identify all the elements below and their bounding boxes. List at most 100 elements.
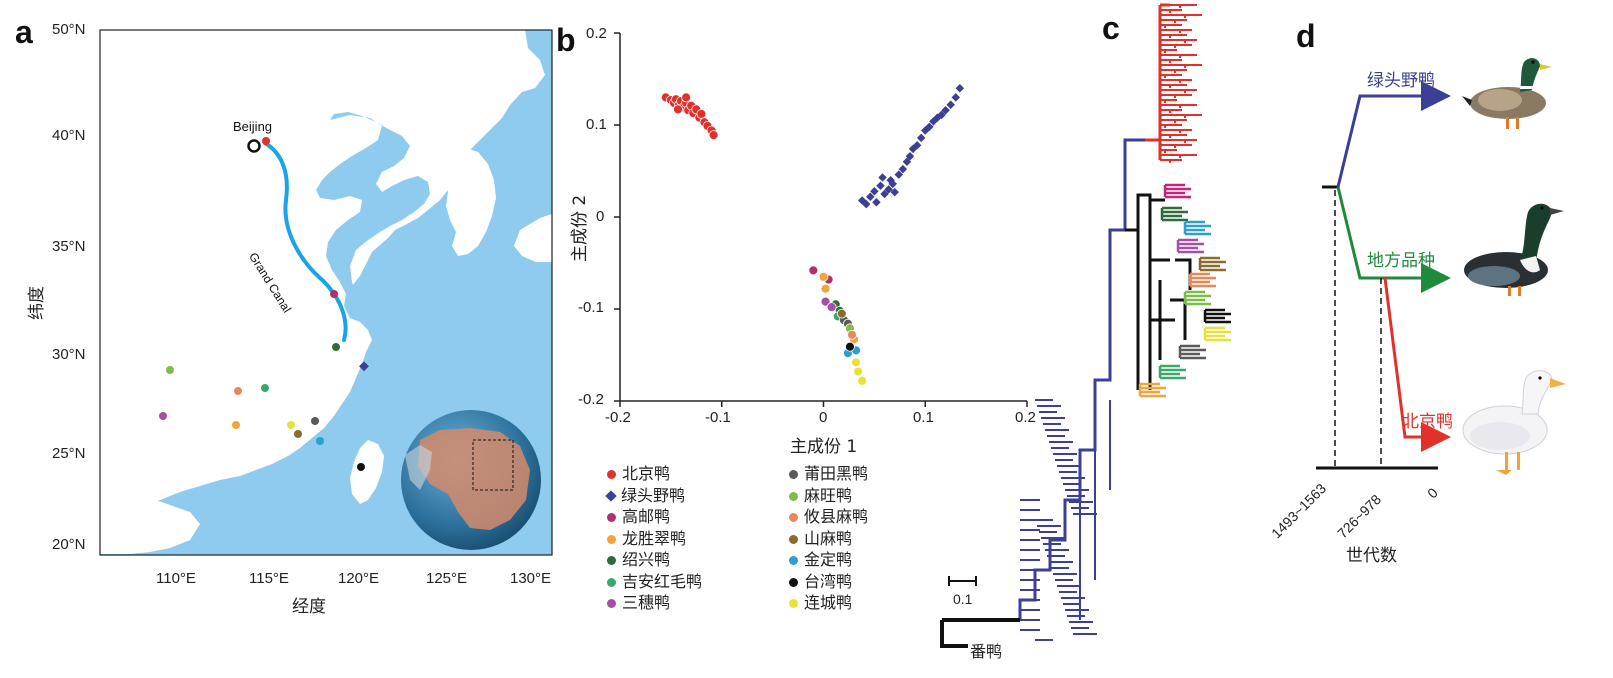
pca-point bbox=[660, 92, 671, 103]
location-dot-youxian bbox=[234, 387, 242, 395]
pca-point bbox=[921, 126, 930, 135]
pca-xlabel: 主成份 1 bbox=[790, 437, 858, 457]
pca-point bbox=[826, 302, 837, 313]
peking-duck-image bbox=[1462, 370, 1566, 475]
pca-point bbox=[941, 106, 950, 115]
panel-label-b: b bbox=[556, 22, 576, 58]
mallard-lineage bbox=[1336, 81, 1451, 188]
tree-branch bbox=[1160, 59, 1182, 63]
location-dot-shanma bbox=[294, 430, 302, 438]
tree-branch bbox=[1160, 144, 1192, 148]
tree-branch bbox=[1160, 139, 1197, 143]
globe-land-west bbox=[405, 445, 432, 490]
tree-branch bbox=[1160, 84, 1187, 88]
pca-point bbox=[925, 122, 934, 132]
tree-branch bbox=[1160, 74, 1182, 78]
legend-swatch bbox=[789, 599, 798, 608]
pca-point bbox=[686, 100, 697, 111]
pca-point bbox=[902, 157, 912, 167]
pca-point bbox=[933, 113, 942, 122]
pca-point bbox=[890, 187, 899, 197]
tree-branch bbox=[1160, 44, 1192, 48]
legend-swatch bbox=[789, 577, 798, 587]
legend-swatch bbox=[789, 513, 798, 522]
lat-tick: 40°N bbox=[52, 127, 86, 144]
local-breed-label: 地方品种 bbox=[1367, 251, 1435, 271]
tree-branch bbox=[1160, 119, 1187, 123]
pca-point bbox=[861, 199, 871, 209]
location-dot-longsheng bbox=[232, 421, 240, 429]
pca-point bbox=[696, 109, 707, 119]
legend-item: 三穗鸭 bbox=[607, 589, 670, 613]
pca-point bbox=[857, 375, 868, 386]
tree-branch bbox=[1160, 34, 1187, 38]
pca-point bbox=[898, 164, 908, 174]
legend-swatch bbox=[607, 556, 616, 565]
legend-label: 绿头野鸭 bbox=[621, 485, 686, 505]
tree-branch bbox=[1160, 149, 1177, 153]
legend-label: 莆田黑鸭 bbox=[804, 464, 869, 483]
pca-point bbox=[694, 112, 705, 123]
time-tick-label: 1493~1563 bbox=[1268, 480, 1330, 542]
pca-point bbox=[836, 308, 847, 319]
legend-swatch bbox=[607, 513, 616, 522]
legend-item: 金定鸭 bbox=[789, 546, 852, 570]
pca-point bbox=[681, 98, 692, 108]
tree-branch bbox=[1160, 39, 1197, 43]
globe-land bbox=[418, 428, 530, 530]
pca-point bbox=[951, 93, 961, 102]
mallard-label: 绿头野鸭 bbox=[1367, 71, 1435, 91]
tree-branch bbox=[1160, 159, 1182, 163]
outgroup-label: 番鸭 bbox=[970, 642, 1003, 661]
pca-point bbox=[674, 99, 684, 110]
tree-branch bbox=[1160, 79, 1192, 83]
legend-item: 莆田黑鸭 bbox=[789, 460, 868, 484]
location-dot-mawang bbox=[166, 366, 174, 374]
japan-island bbox=[514, 214, 552, 262]
pca-point bbox=[669, 98, 679, 108]
pca-point bbox=[851, 357, 861, 368]
pca-point bbox=[706, 125, 717, 136]
pca-point bbox=[878, 173, 887, 182]
tree-branch bbox=[1160, 29, 1192, 33]
legend-label: 龙胜翠鸭 bbox=[622, 528, 687, 548]
pca-point bbox=[876, 181, 885, 190]
legend-item: 绍兴鸭 bbox=[607, 546, 670, 570]
map-figure bbox=[99, 29, 553, 556]
pca-point bbox=[851, 345, 861, 356]
taiwan-island bbox=[350, 440, 384, 504]
location-dot-jinding bbox=[316, 437, 324, 445]
bohai-sea bbox=[316, 112, 430, 322]
tree-branch bbox=[1160, 124, 1182, 128]
pca-point bbox=[894, 170, 904, 179]
pca-point bbox=[888, 179, 897, 189]
tree-branch bbox=[1160, 114, 1202, 118]
pca-x-tick: -0.2 bbox=[605, 409, 631, 426]
pca-point bbox=[847, 329, 857, 340]
legend-label: 山麻鸭 bbox=[804, 528, 853, 548]
legend-item: 吉安红毛鸭 bbox=[607, 568, 702, 592]
grand-canal-line bbox=[263, 141, 348, 342]
peking-label: 北京鸭 bbox=[1402, 412, 1453, 432]
map-frame bbox=[99, 29, 553, 556]
pca-point bbox=[857, 196, 867, 205]
legend-item: 麻旺鸭 bbox=[789, 482, 852, 506]
pca-point bbox=[843, 348, 853, 359]
pca-point bbox=[912, 140, 922, 150]
legend-label: 高邮鸭 bbox=[622, 507, 671, 526]
pca-x-tick: -0.1 bbox=[705, 409, 731, 426]
pca-point bbox=[683, 105, 694, 116]
pca-point bbox=[832, 311, 843, 322]
pca-x-tick: 0 bbox=[819, 409, 828, 426]
legend-swatch bbox=[607, 470, 616, 479]
tree-branch bbox=[1160, 129, 1192, 133]
pca-point bbox=[820, 296, 831, 307]
legend-label: 麻旺鸭 bbox=[804, 485, 853, 505]
pca-point bbox=[808, 265, 819, 276]
pca-point bbox=[845, 323, 855, 334]
pca-point bbox=[702, 121, 713, 131]
pca-y-tick: 0 bbox=[596, 208, 605, 225]
map-ylabel: 纬度 bbox=[27, 286, 47, 320]
pca-y-tick: 0.2 bbox=[586, 25, 607, 42]
tree-branch bbox=[1160, 9, 1182, 13]
